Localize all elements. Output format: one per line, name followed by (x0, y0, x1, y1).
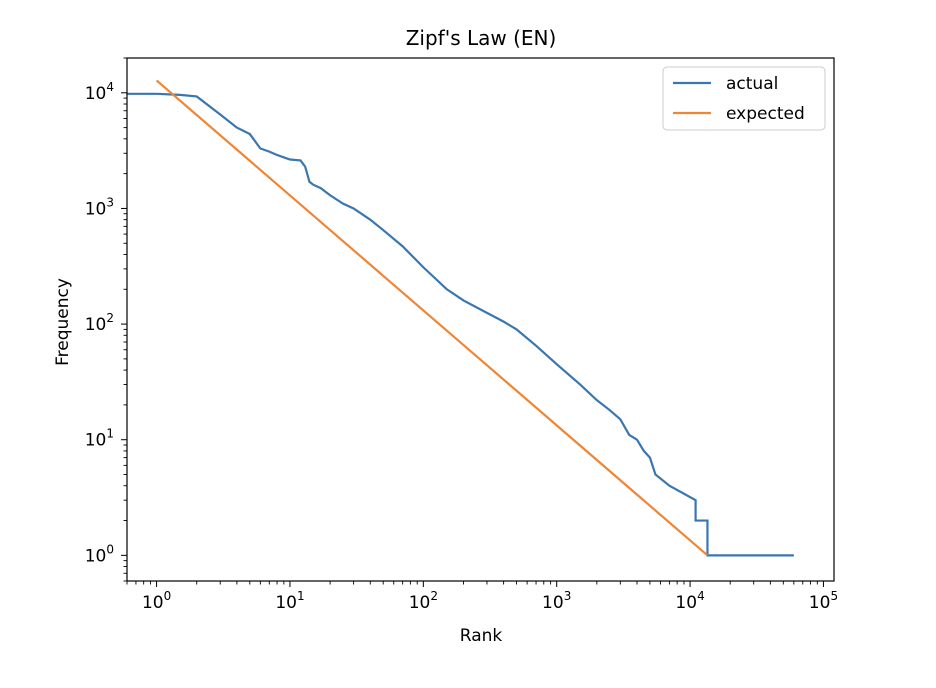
series-lines (127, 79, 794, 557)
legend-label-expected: expected (726, 104, 805, 124)
x-axis: 100 101 102 103 104 105 (126, 581, 838, 613)
series-line-actual (127, 92, 794, 557)
y-tick-label: 101 (85, 427, 114, 451)
legend-label-actual: actual (726, 74, 778, 94)
legend: actual expected (662, 66, 826, 131)
x-tick-label: 103 (542, 589, 571, 613)
plot-area-frame (126, 57, 835, 582)
y-axis-label: Frequency (53, 278, 73, 366)
x-tick-label: 102 (409, 589, 438, 613)
y-tick-label: 104 (85, 80, 114, 104)
x-axis-label: Rank (460, 626, 503, 646)
x-tick-label: 105 (809, 589, 838, 613)
series-line-expected (155, 79, 709, 557)
y-axis: 100 101 102 103 104 (85, 57, 127, 582)
x-tick-label: 101 (275, 589, 304, 613)
x-tick-label: 100 (142, 589, 171, 613)
y-tick-label: 102 (85, 311, 114, 335)
y-tick-label: 100 (85, 542, 114, 566)
x-tick-label: 104 (675, 589, 704, 613)
chart-title: Zipf's Law (EN) (406, 26, 557, 50)
y-tick-label: 103 (85, 195, 114, 219)
